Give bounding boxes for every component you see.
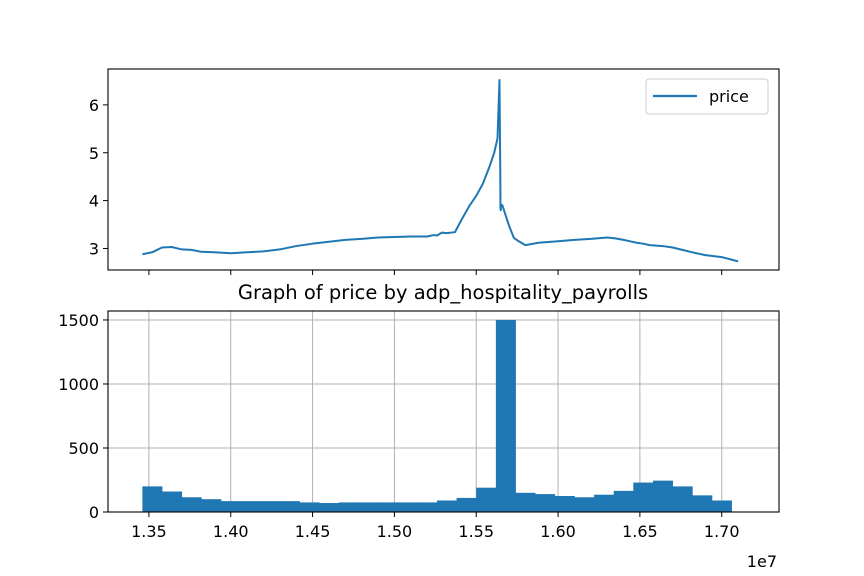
line-chart-series-group (142, 79, 739, 263)
histogram-bar (692, 495, 713, 512)
hist-y-tick-label: 500 (68, 439, 99, 458)
legend-box (645, 78, 769, 115)
hist-y-tick-label: 0 (89, 503, 99, 522)
histogram-bar (456, 497, 477, 512)
histogram-bars (142, 319, 732, 512)
histogram-bar (397, 502, 418, 512)
hist-x-tick-label: 1.35 (131, 522, 167, 541)
legend: price (645, 78, 769, 115)
histogram-bar (633, 482, 654, 512)
histogram-bar (672, 486, 693, 512)
histogram-plot-area (108, 311, 779, 512)
line-y-tick-label: 6 (89, 96, 99, 115)
histogram-x-ticks: 1.35 1.40 1.45 1.50 1.55 1.60 1.65 1.70 (131, 512, 740, 541)
histogram-bar (299, 502, 320, 512)
histogram-bar (279, 501, 300, 512)
histogram-frame (107, 310, 780, 513)
histogram-bar (319, 503, 340, 512)
hist-y-tick-label: 1500 (58, 311, 99, 330)
histogram-bar (652, 480, 674, 512)
line-chart-frame (107, 68, 780, 271)
hist-x-tick-label: 1.50 (377, 522, 413, 541)
histogram-bar (515, 492, 536, 512)
x-axis-offset-label: 1e7 (747, 552, 777, 571)
line-y-tick-label: 4 (89, 192, 99, 211)
price-series-line (142, 79, 739, 263)
histogram-y-ticks: 0 500 1000 1500 (58, 311, 108, 522)
hist-x-tick-label: 1.40 (213, 522, 249, 541)
line-chart-x-ticks (148, 270, 723, 275)
histogram-bar (142, 486, 163, 512)
histogram-bar (260, 501, 281, 512)
histogram-axes: Graph of price by adp_hospitality_payrol… (58, 281, 780, 571)
histogram-bar (711, 500, 732, 512)
hist-x-tick-label: 1.60 (540, 522, 576, 541)
hist-x-tick-label: 1.65 (622, 522, 658, 541)
histogram-bar (436, 500, 457, 512)
hist-x-tick-label: 1.70 (704, 522, 740, 541)
histogram-bar (162, 491, 183, 512)
histogram-bar (220, 501, 241, 512)
histogram-bar (613, 490, 634, 512)
histogram-bar (574, 497, 595, 512)
line-chart-y-ticks: 3 4 5 6 (89, 96, 108, 258)
histogram-bar (417, 502, 438, 512)
hist-x-tick-label: 1.45 (295, 522, 331, 541)
histogram-bar (181, 497, 202, 512)
histogram-bar (535, 494, 556, 512)
histogram-bar (594, 494, 615, 512)
histogram-bar (338, 502, 359, 512)
line-y-tick-label: 3 (89, 239, 99, 258)
hist-y-tick-label: 1000 (58, 375, 99, 394)
histogram-bar (201, 499, 222, 512)
histogram-bar (554, 496, 575, 512)
histogram-bar (495, 319, 516, 512)
hist-x-tick-label: 1.55 (458, 522, 494, 541)
histogram-bar (240, 501, 261, 512)
histogram-title: Graph of price by adp_hospitality_payrol… (238, 281, 648, 304)
line-chart-axes: 3 4 5 6 price (89, 68, 780, 275)
histogram-bar (476, 487, 497, 512)
legend-price-label: price (709, 87, 749, 106)
histogram-bar (378, 502, 399, 512)
histogram-bar (358, 502, 379, 512)
line-y-tick-label: 5 (89, 144, 99, 163)
